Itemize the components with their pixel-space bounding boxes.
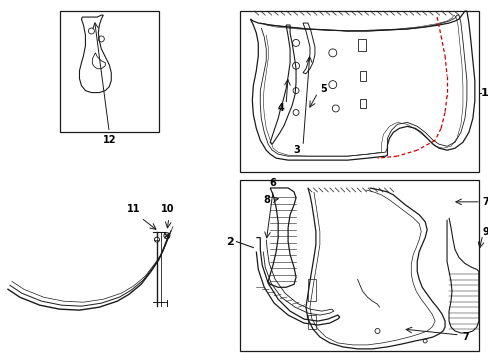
- Bar: [60, 11, 159, 132]
- Text: 1: 1: [480, 87, 488, 98]
- Text: 7: 7: [461, 332, 468, 342]
- Circle shape: [154, 237, 159, 242]
- Text: 8: 8: [263, 195, 270, 205]
- Text: 2: 2: [225, 237, 233, 247]
- Text: 5: 5: [319, 84, 326, 94]
- Text: 4: 4: [277, 103, 284, 113]
- Bar: [359, 99, 365, 108]
- Bar: [307, 315, 315, 329]
- Text: 7: 7: [482, 197, 488, 207]
- Bar: [357, 39, 365, 51]
- Text: 3: 3: [293, 145, 300, 155]
- Text: 6: 6: [269, 178, 276, 188]
- Text: 9: 9: [482, 227, 488, 237]
- Bar: [240, 11, 478, 172]
- Bar: [240, 180, 478, 351]
- Bar: [359, 71, 365, 81]
- Text: 11: 11: [127, 204, 141, 214]
- Text: 12: 12: [102, 135, 116, 145]
- Text: 10: 10: [161, 204, 174, 214]
- Bar: [307, 279, 315, 301]
